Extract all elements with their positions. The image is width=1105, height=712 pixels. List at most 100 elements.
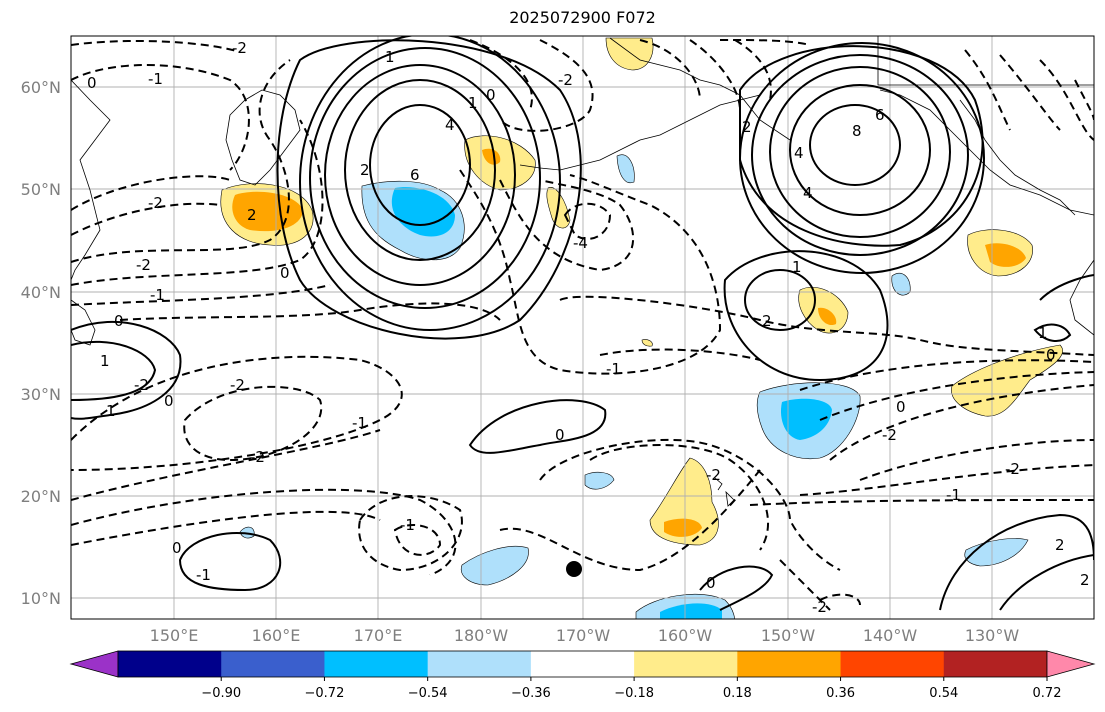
lon-label: 130°W — [965, 626, 1020, 645]
contour-label: 0 — [172, 539, 182, 557]
contour-label: -2 — [882, 426, 897, 444]
contours-positive — [71, 36, 1094, 611]
contour-label: -4 — [573, 234, 588, 252]
lon-label: 170°E — [354, 626, 403, 645]
colorbar-tick-label: −0.90 — [201, 686, 241, 701]
contour-label: -1 — [150, 286, 165, 304]
colorbar-tick-label: 0.18 — [723, 686, 752, 701]
contour-label: 6 — [410, 166, 420, 184]
lon-label: 160°W — [658, 626, 713, 645]
plot-frame — [70, 35, 1095, 620]
colorbar-segment — [943, 651, 1048, 677]
shade-positive-strong — [985, 243, 1026, 267]
coast-hokkaido — [71, 299, 96, 346]
shade-positive — [605, 37, 654, 71]
contour-label: 4 — [803, 184, 813, 202]
contour-label: 0 — [555, 426, 565, 444]
colorbar-tick-label: 0.36 — [826, 686, 855, 701]
colorbar-tick-label: 0.72 — [1033, 686, 1062, 701]
contour-label: -2 — [232, 39, 247, 57]
lon-label: 150°E — [150, 626, 199, 645]
contour-label: 0 — [280, 264, 290, 282]
longitude-labels: 150°E 160°E 170°E 180°W 170°W 160°W 150°… — [150, 626, 1020, 645]
contour-label: 0 — [87, 74, 97, 92]
contour-label: -2 — [230, 376, 245, 394]
contour-label: -2 — [250, 448, 265, 466]
contour-label: -2 — [1005, 460, 1020, 478]
contour-label: -2 — [134, 376, 149, 394]
shade-negative — [584, 471, 615, 490]
colorbar-tick-label: −0.18 — [614, 686, 654, 701]
contour-label: 2 — [1055, 536, 1065, 554]
lon-label: 150°W — [761, 626, 816, 645]
contour-label: 1 — [792, 258, 802, 276]
shade-negative — [460, 545, 529, 586]
contour-label: 1 — [1038, 324, 1048, 342]
lat-label: 10°N — [21, 589, 61, 608]
map-title: 2025072900 F072 — [509, 8, 656, 27]
contour-label: -2 — [812, 598, 827, 616]
coast-alaska — [609, 37, 791, 141]
contour-label: -2 — [706, 466, 721, 484]
shade-negative-strong — [780, 398, 832, 440]
contour-label: 0 — [164, 392, 174, 410]
coast-alaska-south — [879, 89, 1094, 216]
contour-label: 2 — [247, 206, 257, 224]
shade-negative-strong — [660, 603, 722, 619]
contour-label: 8 — [852, 122, 862, 140]
colorbar-tick-label: −0.54 — [408, 686, 448, 701]
colorbar-extend-high — [1046, 650, 1096, 678]
coast-kamchatka — [71, 79, 111, 281]
contour-label: 0 — [486, 86, 496, 104]
contour-label: 0 — [114, 312, 124, 330]
contour-label: 4 — [794, 144, 804, 162]
contour-label: 2 — [1080, 571, 1090, 589]
border-canada — [877, 36, 1094, 86]
shade-positive — [641, 339, 653, 347]
lat-label: 20°N — [21, 487, 61, 506]
contour-label: 2 — [742, 118, 752, 136]
contour-label: -1 — [148, 70, 163, 88]
latitude-labels: 60°N 50°N 40°N 30°N 20°N 10°N — [21, 78, 61, 608]
storm-position-marker — [566, 561, 582, 577]
lon-label: 180°W — [454, 626, 509, 645]
contour-label: 4 — [445, 116, 455, 134]
contour-label: 0 — [1046, 346, 1056, 364]
coast-canada-bc — [959, 99, 1076, 216]
lat-label: 40°N — [21, 283, 61, 302]
lon-label: 140°W — [863, 626, 918, 645]
contour-label: -2 — [148, 194, 163, 212]
shaded-anomalies — [220, 37, 1063, 619]
contour-label: -1 — [946, 486, 961, 504]
colorbar-tick-label: −0.72 — [305, 686, 345, 701]
contour-label: 1 — [100, 352, 110, 370]
shade-positive-strong — [818, 307, 837, 326]
coast-na-west — [1069, 259, 1094, 336]
contour-label: 0 — [896, 398, 906, 416]
contour-label: 1 — [385, 48, 395, 66]
colorbar-segment — [118, 651, 222, 677]
contour-label: 2 — [360, 161, 370, 179]
colorbar-segment — [840, 651, 945, 677]
contour-label: 1 — [468, 94, 478, 112]
shade-positive-strong — [664, 518, 702, 537]
colorbar-tick-label: 0.54 — [929, 686, 958, 701]
shade-positive — [464, 135, 536, 191]
contours-negative — [71, 39, 1094, 611]
contour-label: 6 — [875, 106, 885, 124]
colorbar-segment — [530, 651, 635, 677]
lat-label: 50°N — [21, 180, 61, 199]
lat-label: 60°N — [21, 78, 61, 97]
lon-label: 160°E — [252, 626, 301, 645]
lon-label: 170°W — [556, 626, 611, 645]
colorbar-segment — [634, 651, 738, 677]
contour-labels: -2 0 -1 1 0 1 2 6 4 -2 2 4 8 6 4 -2 0 -1… — [87, 39, 1090, 616]
contour-label: 2 — [762, 312, 772, 330]
contour-label: 0 — [706, 574, 716, 592]
colorbar-segment — [221, 651, 325, 677]
contour-label: -2 — [136, 256, 151, 274]
colorbar-segment — [737, 651, 842, 677]
colorbar: −0.90 −0.72 −0.54 −0.36 −0.18 0.18 0.36 0.54 0.7… — [69, 650, 1096, 701]
shade-positive-strong — [482, 148, 501, 165]
